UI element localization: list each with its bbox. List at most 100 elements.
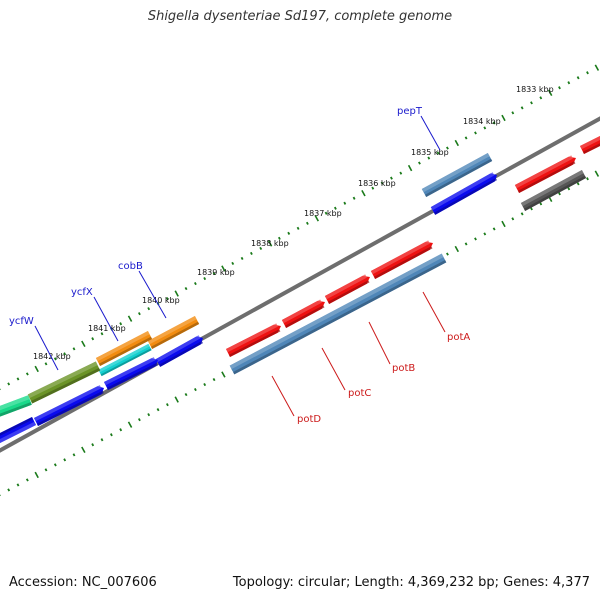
minor-tick bbox=[53, 357, 57, 361]
cds-ycfw[interactable] bbox=[34, 386, 104, 426]
gene-ycfx-bar-highlight bbox=[95, 331, 150, 362]
minor-tick bbox=[371, 186, 375, 190]
minor-tick bbox=[380, 181, 384, 185]
major-tick bbox=[174, 396, 179, 403]
minor-tick bbox=[558, 192, 561, 196]
gene-label-potc[interactable]: potC bbox=[348, 388, 371, 399]
major-tick bbox=[454, 139, 460, 147]
major-tick bbox=[221, 265, 226, 272]
gene-potc-red[interactable] bbox=[281, 300, 325, 328]
minor-tick bbox=[166, 297, 169, 301]
minor-tick bbox=[306, 221, 309, 225]
minor-tick bbox=[25, 478, 29, 482]
minor-tick bbox=[231, 261, 235, 266]
cds-cobb-highlight bbox=[155, 335, 201, 363]
minor-tick bbox=[520, 212, 524, 216]
minor-tick bbox=[7, 488, 11, 492]
minor-tick bbox=[138, 312, 141, 316]
major-tick bbox=[81, 340, 86, 347]
minor-tick bbox=[399, 171, 403, 175]
minor-tick bbox=[586, 177, 589, 181]
minor-tick bbox=[184, 286, 188, 291]
gene-pota-red[interactable] bbox=[370, 241, 433, 279]
minor-tick bbox=[576, 182, 580, 186]
kbp-label: 1841 kbp bbox=[88, 324, 126, 333]
cds-left-highlight bbox=[0, 421, 36, 443]
kbp-label: 1839 kbp bbox=[197, 268, 235, 277]
minor-tick bbox=[296, 226, 300, 230]
minor-tick bbox=[119, 322, 123, 326]
cds-cobb[interactable] bbox=[155, 336, 203, 367]
gene-potc-red-shade bbox=[285, 305, 325, 328]
gene-label-ycfx[interactable]: ycfX bbox=[71, 287, 93, 298]
minor-tick bbox=[100, 332, 104, 336]
gene-label-potd[interactable]: potD bbox=[297, 414, 321, 425]
minor-tick bbox=[184, 392, 188, 397]
gene-right-red[interactable] bbox=[514, 156, 576, 193]
major-tick bbox=[314, 215, 319, 222]
minor-tick bbox=[7, 382, 11, 386]
gene-ycfx-cyan-highlight bbox=[98, 343, 150, 373]
gene-potb-red[interactable] bbox=[324, 275, 370, 304]
gene-potc-red-highlight bbox=[281, 299, 322, 324]
gene-right-red-highlight bbox=[514, 155, 573, 189]
minor-tick bbox=[390, 176, 393, 180]
cds-left-shade bbox=[0, 417, 34, 436]
gene-potd-red[interactable] bbox=[226, 324, 281, 357]
minor-tick bbox=[483, 126, 487, 130]
cds-ycfx[interactable] bbox=[104, 358, 158, 390]
minor-tick bbox=[278, 236, 281, 240]
minor-tick bbox=[520, 106, 524, 110]
minor-tick bbox=[147, 413, 151, 417]
kbp-label: 1834 kbp bbox=[463, 117, 501, 126]
minor-tick bbox=[511, 111, 515, 115]
minor-tick bbox=[63, 458, 67, 462]
cds-pept[interactable] bbox=[430, 173, 497, 215]
minor-tick bbox=[492, 121, 496, 125]
gene-cobb-bar-shade bbox=[151, 321, 200, 349]
minor-tick bbox=[343, 201, 347, 205]
gene-potd-red-shade bbox=[228, 329, 281, 357]
minor-tick bbox=[194, 281, 197, 286]
gene-right-gray-highlight bbox=[520, 170, 584, 207]
gene-right-red-2-shade bbox=[582, 143, 600, 154]
gene-right-red-shade bbox=[517, 161, 576, 193]
minor-tick bbox=[446, 146, 449, 150]
minor-tick bbox=[63, 352, 67, 356]
kbp-label: 1840 kbp bbox=[142, 296, 180, 305]
cds-pept-shade bbox=[434, 178, 497, 215]
minor-tick bbox=[138, 418, 141, 422]
gene-label-potb[interactable]: potB bbox=[392, 363, 415, 374]
major-tick bbox=[501, 114, 506, 122]
minor-tick bbox=[483, 232, 487, 236]
minor-tick bbox=[212, 271, 216, 276]
minor-tick bbox=[511, 217, 515, 221]
gene-label-pota[interactable]: potA bbox=[447, 332, 470, 343]
minor-tick bbox=[203, 276, 207, 281]
major-tick bbox=[594, 170, 600, 177]
minor-tick bbox=[259, 246, 263, 251]
minor-tick bbox=[100, 438, 104, 442]
minor-tick bbox=[567, 187, 571, 191]
gene-label-ycfw[interactable]: ycfW bbox=[9, 316, 34, 327]
minor-tick bbox=[530, 101, 533, 105]
minor-tick bbox=[464, 136, 468, 140]
minor-tick bbox=[250, 251, 253, 256]
minor-tick bbox=[91, 443, 95, 447]
major-tick bbox=[127, 421, 133, 428]
gene-green-bar-shade bbox=[0, 402, 32, 417]
feature-tracks bbox=[0, 136, 600, 444]
major-tick bbox=[127, 315, 133, 322]
gene-label-pept[interactable]: pepT bbox=[397, 106, 423, 117]
gene-label-lines bbox=[34, 115, 446, 417]
minor-tick bbox=[334, 206, 337, 210]
minor-tick bbox=[91, 337, 95, 341]
gene-potd-red-highlight bbox=[226, 323, 278, 353]
cds-pept-highlight bbox=[430, 172, 495, 211]
gene-pept-bar-shade bbox=[425, 158, 493, 197]
major-tick bbox=[34, 471, 39, 479]
minor-tick bbox=[324, 211, 328, 215]
gene-label-cobb[interactable]: cobB bbox=[118, 261, 143, 272]
minor-tick bbox=[492, 227, 496, 231]
major-tick bbox=[361, 190, 366, 197]
